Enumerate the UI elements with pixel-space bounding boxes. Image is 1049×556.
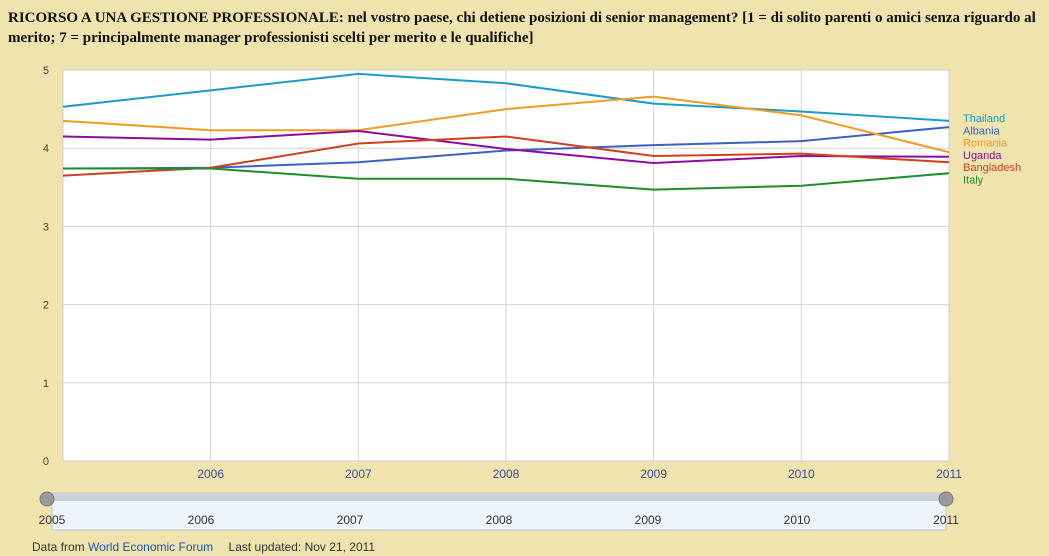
series-line-romania[interactable] — [62, 95, 950, 154]
x-tick-label: 2010 — [788, 467, 815, 481]
timeline-end-handle[interactable] — [938, 491, 954, 507]
y-tick-label: 0 — [43, 456, 49, 468]
timeline-label: 2008 — [486, 513, 513, 527]
timeline-start-handle[interactable] — [39, 491, 55, 507]
y-tick-label: 3 — [43, 221, 49, 233]
x-tick-label: 2009 — [640, 467, 667, 481]
y-axis: 0 1 2 3 4 5 — [43, 65, 49, 468]
timeline-slider[interactable]: 2005 2006 2007 2008 2009 2010 2011 — [39, 491, 960, 531]
chart-title-bold: RICORSO A UNA GESTIONE PROFESSIONALE: — [8, 10, 344, 26]
timeline-label: 2005 — [39, 513, 66, 527]
series-line-italy[interactable] — [63, 167, 950, 191]
timeline-label: 2007 — [337, 513, 364, 527]
y-tick-label: 1 — [43, 378, 49, 390]
timeline-label: 2010 — [784, 513, 811, 527]
legend-item-albania[interactable]: Albania — [963, 125, 1001, 137]
timeline-label: 2009 — [635, 513, 662, 527]
timeline-label: 2006 — [188, 513, 215, 527]
chart-title: RICORSO A UNA GESTIONE PROFESSIONALE: ne… — [8, 8, 1038, 48]
footer-data-from: Data from — [32, 540, 85, 554]
y-tick-label: 2 — [43, 300, 49, 312]
x-axis: 2006 2007 2008 2009 2010 2011 — [197, 467, 962, 481]
x-tick-label: 2006 — [197, 467, 224, 481]
series-lines — [62, 72, 950, 191]
chart-title-rest: nel vostro paese, chi detiene posizioni … — [8, 10, 1036, 46]
y-tick-label: 4 — [43, 143, 49, 155]
last-updated: Last updated: Nov 21, 2011 — [228, 540, 376, 554]
legend-item-bangladesh[interactable]: Bangladesh — [963, 162, 1021, 174]
legend-item-uganda[interactable]: Uganda — [963, 150, 1002, 162]
timeline-labels: 2005 2006 2007 2008 2009 2010 2011 — [39, 513, 960, 527]
series-line-thailand[interactable] — [62, 72, 950, 122]
x-tick-label: 2007 — [345, 467, 372, 481]
timeline-range-bar[interactable] — [52, 493, 946, 501]
source-link[interactable]: World Economic Forum — [88, 540, 214, 554]
timeline-label: 2011 — [933, 513, 959, 527]
legend-item-romania[interactable]: Romania — [963, 138, 1008, 150]
legend-item-thailand[interactable]: Thailand — [963, 113, 1005, 125]
footer: Data from World Economic Forum Last upda… — [32, 540, 375, 554]
y-tick-label: 5 — [43, 65, 49, 77]
series-line-uganda[interactable] — [62, 129, 950, 165]
x-tick-label: 2011 — [936, 467, 962, 481]
legend-item-italy[interactable]: Italy — [963, 175, 984, 187]
x-tick-label: 2008 — [493, 467, 520, 481]
legend: ThailandAlbaniaRomaniaUgandaBangladeshIt… — [963, 113, 1021, 187]
